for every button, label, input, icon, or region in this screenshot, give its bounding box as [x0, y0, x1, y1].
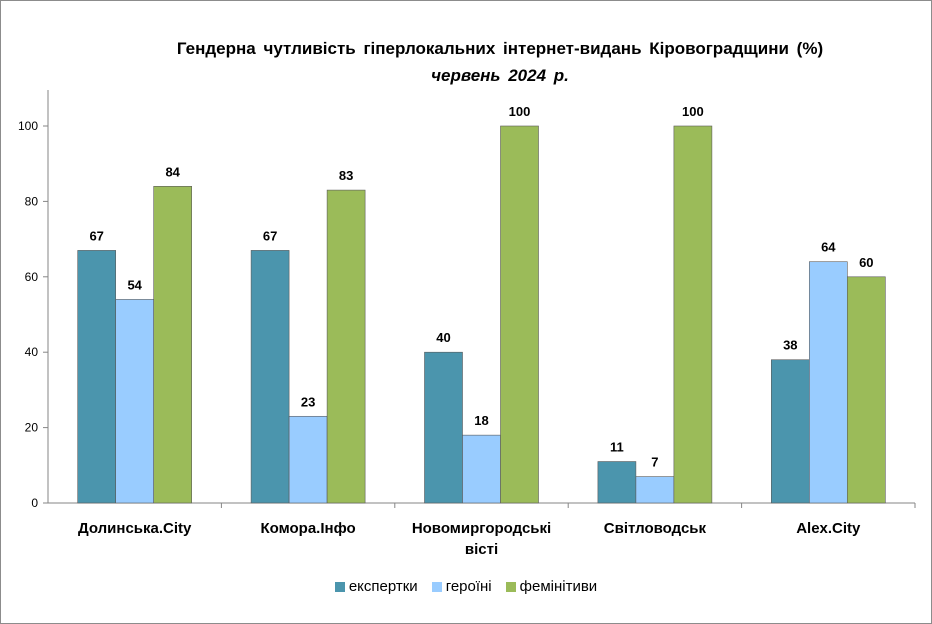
bar — [462, 434, 501, 504]
x-tick-label: Комора.Інфо — [261, 520, 356, 537]
x-tick-label: вісті — [465, 541, 498, 558]
bar — [597, 461, 637, 504]
bar — [808, 261, 848, 504]
y-tick-label: 40 — [25, 345, 39, 359]
bar — [326, 189, 366, 504]
data-label: 67 — [89, 228, 103, 243]
legend-item: експертки — [334, 578, 418, 595]
data-label: 84 — [165, 164, 180, 179]
bar — [77, 250, 116, 504]
legend-swatch — [505, 581, 516, 592]
legend-swatch — [334, 581, 345, 592]
bar — [288, 415, 328, 504]
bar — [635, 476, 675, 504]
legend-label: фемінітиви — [519, 578, 598, 595]
bar — [250, 250, 290, 504]
bar — [115, 299, 154, 504]
bar — [770, 359, 810, 504]
data-label: 18 — [474, 413, 488, 428]
bar — [500, 125, 539, 504]
y-tick-label: 80 — [25, 194, 39, 208]
y-tick-label: 60 — [25, 270, 39, 284]
bar — [846, 276, 886, 504]
data-label: 67 — [263, 228, 277, 243]
data-label: 100 — [682, 104, 704, 119]
data-label: 7 — [651, 455, 658, 470]
data-label: 100 — [509, 104, 531, 119]
x-tick-label: Долинська.City — [78, 520, 192, 537]
y-tick-label: 0 — [31, 496, 38, 510]
legend-swatch — [431, 581, 442, 592]
bar — [673, 125, 713, 504]
legend-item: фемінітиви — [505, 578, 598, 595]
data-label: 83 — [339, 168, 353, 183]
x-tick-label: Світловодськ — [604, 520, 707, 537]
bar — [153, 186, 192, 504]
data-label: 11 — [610, 440, 624, 455]
chart-title: Гендерна чутливість гіперлокальних інтер… — [176, 39, 824, 58]
data-label: 64 — [821, 240, 836, 255]
legend-label: героїні — [445, 578, 492, 595]
data-label: 38 — [783, 338, 797, 353]
y-tick-label: 100 — [18, 119, 38, 133]
legend-label: експертки — [348, 578, 418, 595]
y-tick-label: 20 — [25, 421, 39, 435]
data-label: 23 — [301, 394, 315, 409]
legend: експертки героїні фемінітиви — [0, 578, 932, 595]
data-label: 54 — [127, 277, 142, 292]
chart-subtitle: червень 2024 р. — [431, 66, 569, 85]
data-label: 40 — [436, 330, 450, 345]
x-tick-label: Новомиргородські — [412, 520, 551, 537]
data-label: 60 — [859, 255, 873, 270]
bar — [424, 351, 463, 504]
x-tick-label: Alex.City — [796, 520, 861, 537]
legend-item: героїні — [431, 578, 492, 595]
